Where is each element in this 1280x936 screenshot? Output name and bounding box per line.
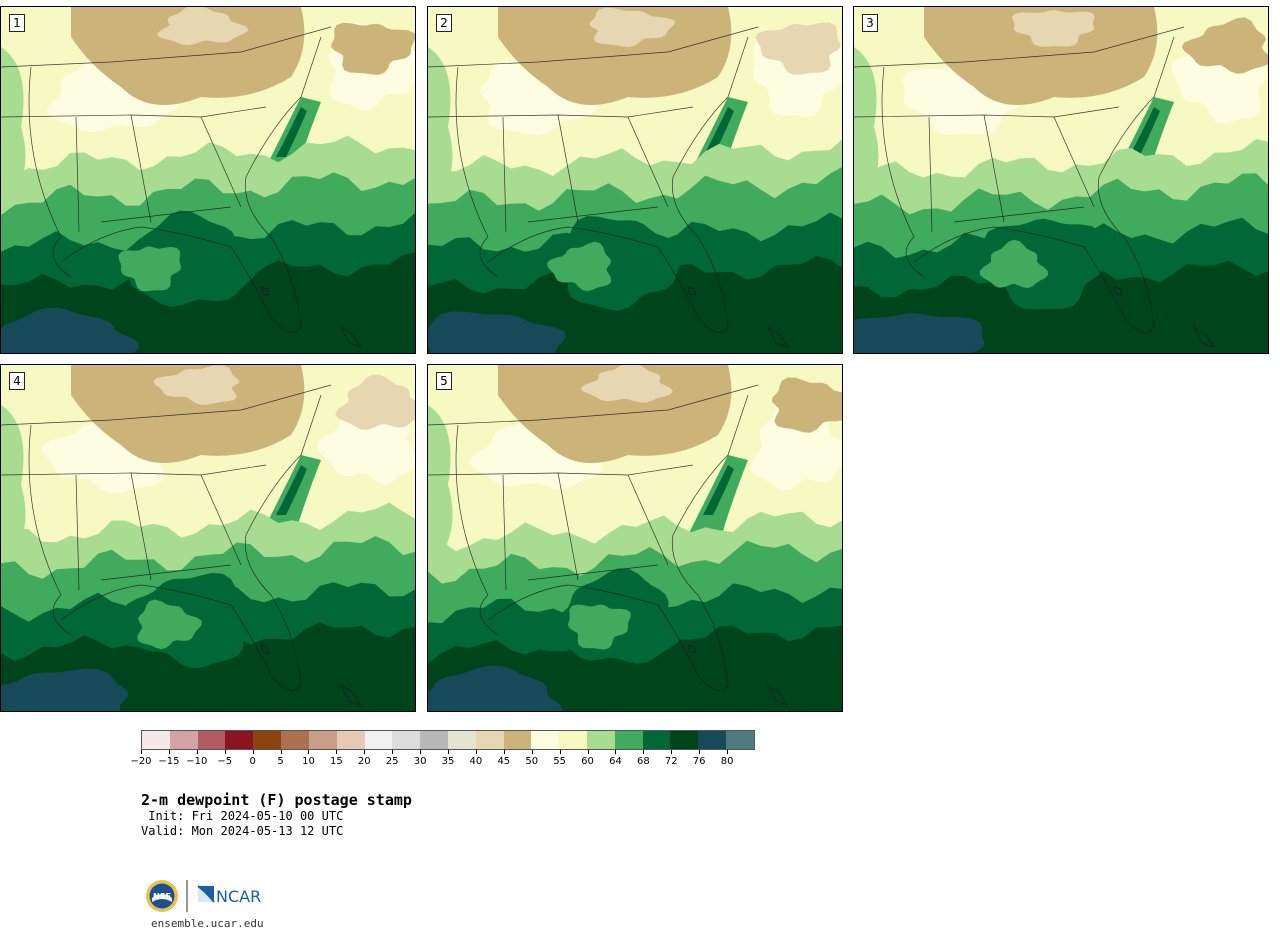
colorbar-tick-label: 5 (277, 756, 284, 767)
colorbar-segment (197, 731, 226, 749)
colorbar-tick (420, 750, 422, 754)
colorbar-tick (559, 750, 561, 754)
colorbar-tick (196, 750, 198, 754)
colorbar-segment (308, 731, 337, 749)
colorbar-tick-label: 0 (249, 756, 256, 767)
colorbar-segment (503, 731, 532, 749)
dewpoint-map (854, 7, 1268, 353)
svg-text:NSF: NSF (153, 892, 171, 901)
panel-number: 2 (436, 14, 452, 32)
colorbar-segment (531, 731, 560, 749)
colorbar-tick-label: 64 (609, 756, 622, 767)
colorbar-tick (615, 750, 617, 754)
panel-number: 3 (862, 14, 878, 32)
colorbar-segment (726, 731, 754, 749)
colorbar-tick (336, 750, 338, 754)
colorbar-segment (225, 731, 254, 749)
colorbar-tick-label: 20 (357, 756, 371, 767)
postage-stamp-panel-1: 1 (0, 6, 416, 354)
colorbar-tick (364, 750, 366, 754)
svg-text:NCAR: NCAR (216, 887, 261, 906)
colorbar-tick (531, 750, 533, 754)
dewpoint-map (428, 7, 842, 353)
colorbar-tick (448, 750, 449, 754)
colorbar-segment (392, 731, 421, 749)
colorbar-tick-label: −5 (217, 756, 233, 767)
postage-stamp-panel-4: 4 (0, 364, 416, 712)
colorbar-tick-label: 15 (329, 756, 343, 767)
colorbar-tick (252, 750, 254, 754)
colorbar-tick (503, 750, 505, 754)
colorbar-tick-label: 50 (525, 756, 539, 767)
colorbar-tick (280, 750, 282, 754)
page-title: 2-m dewpoint (F) postage stamp (141, 791, 412, 809)
panel-number: 4 (9, 372, 25, 390)
colorbar-tick (308, 750, 310, 754)
postage-stamp-panel-2: 2 (427, 6, 843, 354)
colorbar-tick-label: 10 (302, 756, 315, 767)
colorbar-tick (141, 750, 142, 754)
colorbar-tick (587, 750, 589, 754)
colorbar-segment (281, 731, 309, 749)
colorbar-tick-label: 55 (553, 756, 566, 767)
colorbar-segment (169, 731, 198, 749)
colorbar-segment (642, 731, 671, 749)
colorbar-segment (475, 731, 504, 749)
colorbar (141, 730, 755, 750)
colorbar-tick-label: −15 (158, 756, 180, 767)
colorbar-tick (699, 750, 701, 754)
colorbar-tick (671, 750, 673, 754)
colorbar-ticks: −20 −15 −10 −5 0 5 10 15 20 25 30 35 40 45 50 55 60 64 68 7… (130, 750, 755, 770)
colorbar-tick-label: 80 (720, 756, 734, 767)
colorbar-segment (587, 731, 615, 749)
colorbar-tick-label: 30 (413, 756, 427, 767)
valid-time: Valid: Mon 2024-05-13 12 UTC (141, 824, 344, 838)
colorbar-tick (392, 750, 394, 754)
colorbar-segment (559, 731, 587, 749)
colorbar-tick (475, 750, 477, 754)
colorbar-tick (727, 750, 729, 754)
website-link[interactable]: ensemble.ucar.edu (151, 917, 264, 930)
colorbar-tick-label: 45 (497, 756, 511, 767)
colorbar-tick-label: 35 (441, 756, 455, 767)
colorbar-tick (643, 750, 645, 754)
colorbar-segment (142, 731, 170, 749)
dewpoint-map (1, 7, 415, 353)
dewpoint-map (1, 365, 415, 711)
colorbar-tick-label: 25 (385, 756, 399, 767)
colorbar-segment (447, 731, 476, 749)
init-time: Init: Fri 2024-05-10 00 UTC (141, 809, 344, 823)
colorbar-tick-label: 72 (664, 756, 678, 767)
colorbar-segment (336, 731, 365, 749)
colorbar-segment (253, 731, 282, 749)
postage-stamp-panel-3: 3 (853, 6, 1269, 354)
colorbar-tick (168, 750, 170, 754)
colorbar-tick (224, 750, 226, 754)
colorbar-segment (364, 731, 393, 749)
panel-number: 1 (9, 14, 25, 32)
colorbar-segment (698, 731, 727, 749)
dewpoint-map (428, 365, 842, 711)
colorbar-segment (614, 731, 643, 749)
colorbar-segment (670, 731, 699, 749)
colorbar-tick-label: −20 (130, 756, 152, 767)
nsf-ncar-logo: NSF NCAR (146, 880, 261, 912)
colorbar-tick-label: 60 (581, 756, 594, 767)
colorbar-tick-label: 40 (469, 756, 483, 767)
ncar-logo-icon: NCAR (197, 885, 261, 906)
colorbar-tick-label: −10 (186, 756, 208, 767)
colorbar-tick-label: 76 (692, 756, 706, 767)
postage-stamp-panel-5: 5 (427, 364, 843, 712)
colorbar-tick-label: 68 (636, 756, 650, 767)
panel-number: 5 (436, 372, 452, 390)
colorbar-segment (420, 731, 448, 749)
nsf-logo-icon: NSF (146, 880, 178, 912)
